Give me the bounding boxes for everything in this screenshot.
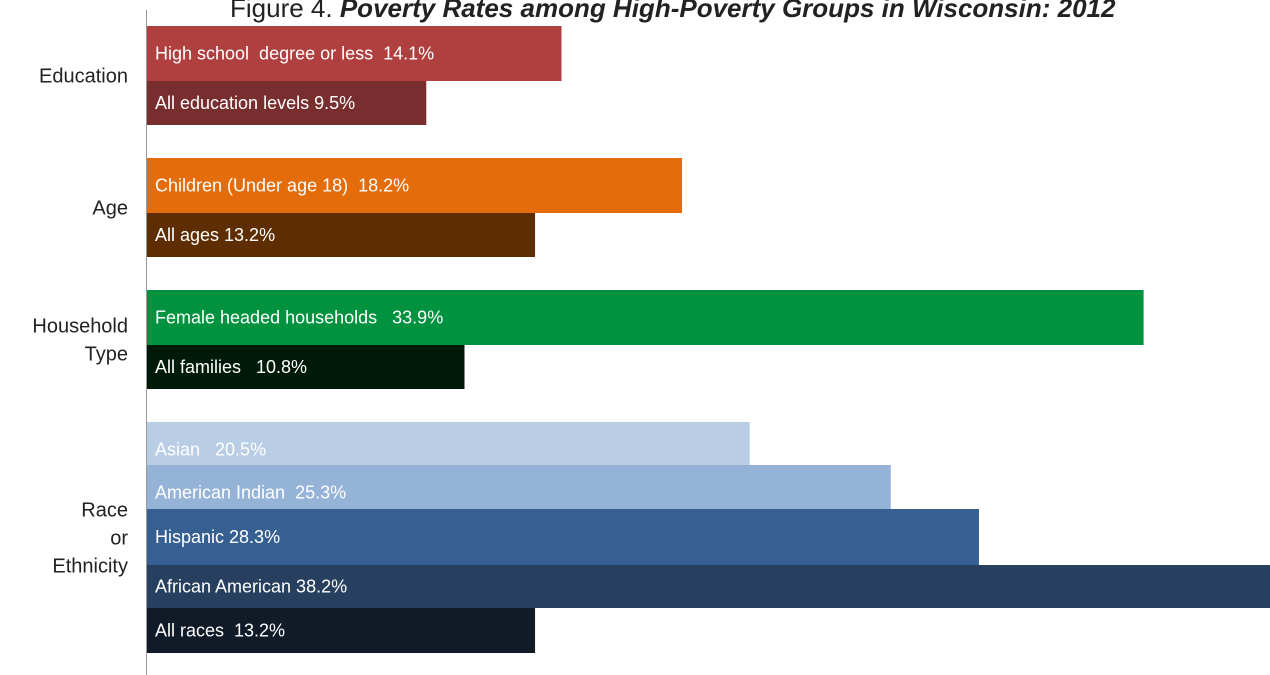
group-label-1-0: Age xyxy=(92,198,128,220)
chart-title-prefix: Figure 4. xyxy=(230,0,333,23)
group-label-2-1: Type xyxy=(85,344,128,366)
bar-label-g3-4: All races 13.2% xyxy=(155,621,285,641)
bar-g2-0 xyxy=(147,290,1144,345)
bar-label-g1-0: Children (Under age 18) 18.2% xyxy=(155,176,409,196)
bar-g3-4 xyxy=(147,608,536,653)
bar-label-g2-1: All families 10.8% xyxy=(155,357,307,377)
group-label-2-0: Household xyxy=(32,316,128,338)
group-label-3-1: or xyxy=(110,528,128,550)
group-label-3-0: Race xyxy=(81,500,128,522)
bar-g2-1 xyxy=(147,345,465,389)
bar-label-g3-2: Hispanic 28.3% xyxy=(155,527,280,547)
bar-label-g3-0: Asian 20.5% xyxy=(155,440,266,460)
bar-label-g3-1: American Indian 25.3% xyxy=(155,483,346,503)
bar-g3-3 xyxy=(147,565,1270,608)
chart-title: Figure 4. Poverty Rates among High-Pover… xyxy=(230,0,1270,25)
bar-g0-0 xyxy=(147,26,562,81)
group-label-3-2: Ethnicity xyxy=(52,556,128,578)
bar-label-g0-1: All education levels 9.5% xyxy=(155,93,355,113)
chart-title-main: Poverty Rates among High-Poverty Groups … xyxy=(339,0,1116,23)
bar-label-g2-0: Female headed households 33.9% xyxy=(155,308,443,328)
bar-g1-0 xyxy=(147,158,683,213)
bar-label-g0-0: High school degree or less 14.1% xyxy=(155,44,434,64)
group-label-0-0: Education xyxy=(39,66,128,88)
bar-g0-1 xyxy=(147,81,427,125)
bar-label-g1-1: All ages 13.2% xyxy=(155,225,275,245)
bar-g3-2 xyxy=(147,509,979,565)
bar-g1-1 xyxy=(147,213,536,257)
bar-label-g3-3: African American 38.2% xyxy=(155,577,347,597)
